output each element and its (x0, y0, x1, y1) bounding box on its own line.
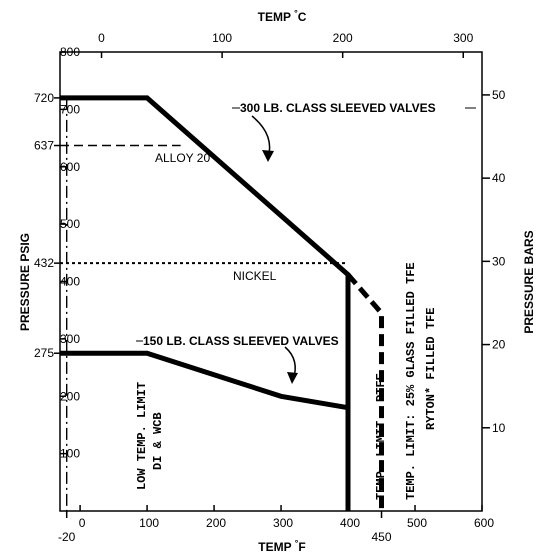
x-extra-tick-label: -20 (58, 530, 76, 544)
y2-tick-label: 50 (492, 88, 506, 102)
ticks-group: 0 100 200 300 400 500 600 -20 450 0 100 200 300 100 20… (34, 31, 506, 544)
y2-tick-label: 30 (492, 254, 506, 268)
y-tick-label: 600 (60, 160, 80, 174)
series-label-nickel: NICKEL (233, 269, 277, 283)
y-tick-label: 400 (60, 275, 80, 289)
svg-text:RYTON* FILLED TFE: RYTON* FILLED TFE (424, 308, 438, 430)
x-extra-tick-label: 450 (372, 530, 392, 544)
y2-tick-label: 20 (492, 338, 506, 352)
y-axis-title: PRESSURE PSIG (18, 233, 32, 331)
y-tick-label: 300 (60, 332, 80, 346)
svg-text:LOW TEMP. LIMIT: LOW TEMP. LIMIT (135, 382, 149, 490)
y-tick-label: 500 (60, 217, 80, 231)
x-tick-label: 200 (206, 516, 226, 530)
y-tick-label: 200 (60, 389, 80, 403)
x2-tick-label: 300 (453, 31, 473, 45)
x2-tick-label: 200 (333, 31, 353, 45)
series-label-alloy20: ALLOY 20 (155, 151, 210, 165)
series-line-0 (60, 95, 351, 511)
series-label-300lb: 300 LB. CLASS SLEEVED VALVES (240, 101, 436, 115)
ptfe-annotation: TEMP. LIMIT PTFE (374, 373, 388, 500)
y-extra-tick-label: 637 (34, 139, 54, 153)
y-tick-label: 100 (60, 447, 80, 461)
y-tick-label: 700 (60, 102, 80, 116)
x-tick-label: 100 (139, 516, 159, 530)
series-line-1 (60, 350, 349, 411)
x2-tick-label: 100 (212, 31, 232, 45)
series-line-4 (346, 272, 384, 511)
svg-text:DI & WCB: DI & WCB (151, 412, 165, 470)
svg-text:TEMP. LIMIT: TEMP. LIMIT (374, 421, 388, 500)
callout-arrows (136, 107, 476, 384)
y2-tick-label: 40 (492, 171, 506, 185)
y-extra-tick-label: 720 (34, 91, 54, 105)
y2-axis-title: PRESSURE BARS (522, 230, 536, 333)
svg-text:PTFE: PTFE (374, 373, 388, 402)
arrow-150lb-head (287, 372, 298, 384)
x2-tick-label: 0 (98, 31, 105, 45)
y-extra-tick-label: 432 (34, 256, 54, 270)
y-tick-label: 800 (60, 45, 80, 59)
x-tick-label: 500 (407, 516, 427, 530)
x-tick-label: 600 (474, 516, 494, 530)
y-extra-tick-label: 275 (34, 346, 54, 360)
y2-tick-label: 10 (492, 421, 506, 435)
tfe-annotation: TEMP. LIMIT: 25% GLASS FILLED TFE RYTON*… (404, 262, 438, 500)
svg-text:TEMP. LIMIT: 25% GLASS FILLED: TEMP. LIMIT: 25% GLASS FILLED TFE (404, 262, 418, 500)
low-temp-annotation: LOW TEMP. LIMIT DI & WCB (135, 382, 165, 490)
x-tick-label: 300 (273, 516, 293, 530)
series-group (60, 95, 384, 511)
series-label-150lb: 150 LB. CLASS SLEEVED VALVES (143, 334, 339, 348)
x2-axis-title: TEMP °C (258, 8, 307, 24)
x-axis-title: TEMP °F (258, 538, 305, 554)
arrow-300lb-head (262, 150, 274, 162)
x-tick-label: 400 (340, 516, 360, 530)
x-tick-label: 0 (79, 516, 86, 530)
